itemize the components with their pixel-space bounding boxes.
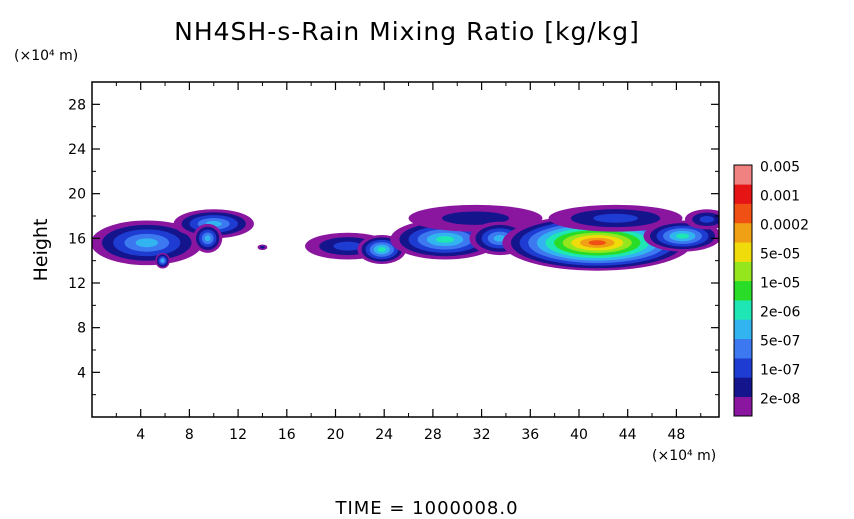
colorbar-swatch (734, 203, 752, 224)
contour-level (161, 259, 165, 263)
x-tick-label: 28 (424, 427, 442, 443)
x-unit-label: (×10⁴ m) (652, 448, 716, 464)
contour-level (135, 238, 158, 248)
y-tick-label: 24 (68, 142, 86, 158)
x-tick-label: 16 (278, 427, 296, 443)
y-tick-label: 12 (68, 276, 86, 292)
colorbar-swatch (734, 222, 752, 243)
y-tick-label: 28 (68, 97, 86, 113)
time-label: TIME = 1000008.0 (334, 498, 518, 519)
colorbar-label: 5e-05 (760, 247, 800, 263)
colorbar-swatch (734, 396, 752, 417)
x-tick-label: 4 (136, 427, 145, 443)
colorbar-label: 0.005 (760, 160, 800, 176)
colorbar-swatch (734, 358, 752, 378)
contour-level (435, 236, 455, 243)
contour-blob (684, 209, 719, 230)
contour-level (333, 241, 362, 251)
contour-level (442, 211, 509, 225)
contour-blob (257, 244, 268, 251)
contour-level (377, 247, 386, 252)
x-tick-label: 32 (473, 427, 491, 443)
y-tick-label: 20 (68, 187, 86, 203)
plot-frame (91, 81, 720, 418)
colorbar-swatch (734, 280, 752, 301)
x-tick-label: 44 (619, 427, 637, 443)
x-tick-label: 12 (229, 427, 247, 443)
colorbar-swatch (734, 242, 752, 262)
chart-title: NH4SH-s-Rain Mixing Ratio [kg/kg] (174, 17, 640, 46)
colorbar-swatch (734, 165, 752, 185)
colorbar-swatch (734, 300, 752, 320)
colorbar-swatch (734, 319, 752, 340)
colorbar-swatch (734, 261, 752, 282)
y-tick-label: 16 (68, 231, 86, 247)
colorbar-label: 1e-05 (760, 276, 800, 292)
contour-blob (155, 252, 170, 269)
x-tick-label: 40 (570, 427, 588, 443)
colorbar-label: 0.0002 (760, 218, 809, 234)
y-tick-label: 4 (77, 365, 86, 381)
contour-blob (548, 204, 683, 232)
colorbar-label: 2e-06 (760, 304, 800, 320)
contour-level (260, 245, 265, 249)
contour-level (675, 233, 689, 239)
colorbar-label: 5e-07 (760, 333, 800, 349)
contour-blob (193, 223, 223, 253)
contour-level (588, 240, 606, 246)
colorbar-label: 0.001 (760, 189, 800, 205)
colorbar-label: 2e-08 (760, 391, 800, 407)
colorbar-swatch (734, 377, 752, 397)
contour-level (699, 216, 715, 223)
colorbar-swatch (734, 184, 752, 204)
y-unit-label: (×10⁴ m) (14, 48, 78, 64)
x-tick-label: 8 (185, 427, 194, 443)
contour-level (204, 235, 211, 242)
colorbar-swatch (734, 338, 752, 359)
contour-level (593, 213, 638, 223)
colorbar-label: 1e-07 (760, 362, 800, 378)
contour-blob (643, 220, 719, 252)
contour-blob (92, 220, 203, 266)
x-tick-label: 20 (327, 427, 345, 443)
x-tick-label: 36 (521, 427, 539, 443)
y-tick-label: 8 (77, 321, 86, 337)
colorbar: 2e-08 1e-07 5e-07 2e-06 1e-05 5e-05 0.0002 0.00… (733, 160, 809, 417)
colorbar-frame (733, 164, 753, 417)
x-tick-label: 24 (375, 427, 393, 443)
contour-field (92, 204, 719, 271)
y-axis-label: Height (30, 219, 52, 282)
contour-blob (502, 214, 693, 271)
x-tick-label: 48 (667, 427, 685, 443)
